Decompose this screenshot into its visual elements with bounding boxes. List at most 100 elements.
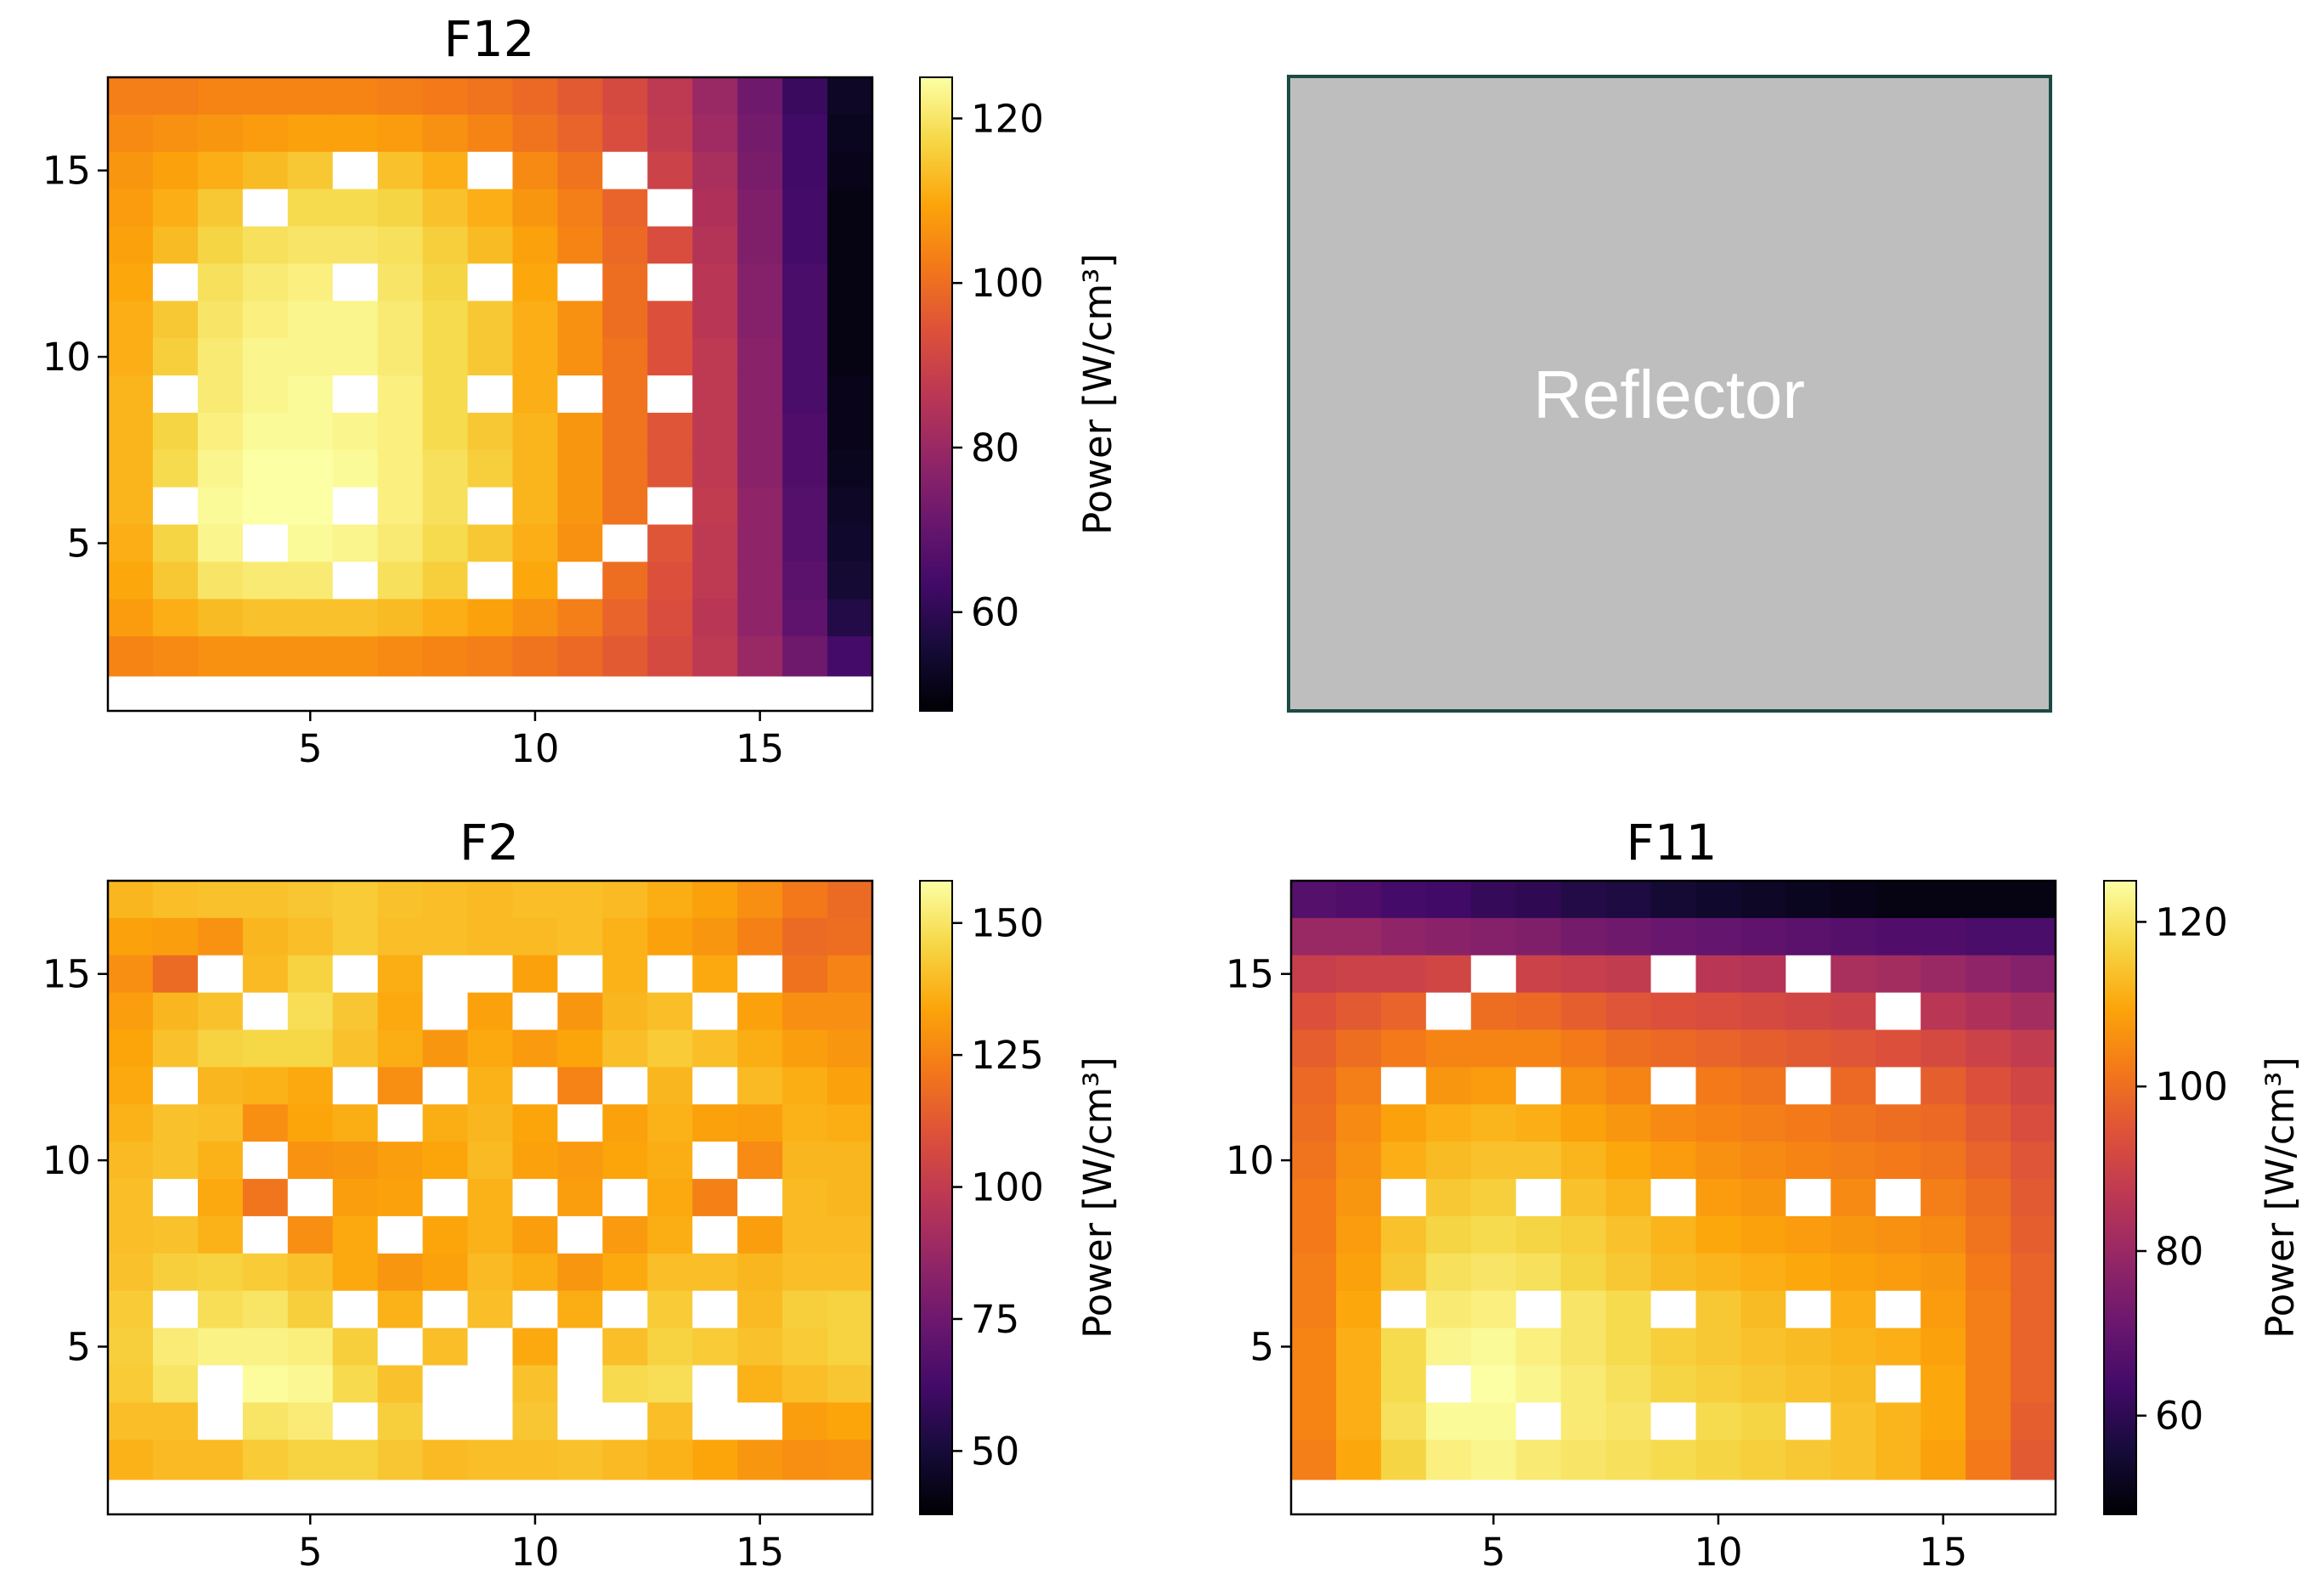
heatmap-cell-empty: [332, 955, 379, 995]
heatmap-cells: [108, 77, 873, 677]
heatmap-cell-empty: [737, 1179, 783, 1220]
heatmap-cell: [557, 1253, 603, 1294]
heatmap-cell: [602, 226, 648, 267]
heatmap-cell: [602, 449, 648, 491]
heatmap-cell: [647, 77, 693, 118]
heatmap-cell: [332, 226, 379, 267]
heatmap-cell: [827, 1440, 873, 1480]
heatmap-cell: [602, 189, 648, 229]
heatmap-cell: [782, 992, 828, 1033]
heatmap-cell: [1650, 992, 1697, 1033]
heatmap-cell: [467, 1179, 514, 1220]
heatmap-cell: [512, 1253, 559, 1294]
heatmap-cell: [692, 114, 738, 155]
heatmap-cell: [2011, 1179, 2056, 1220]
heatmap-cell: [737, 1104, 783, 1145]
heatmap-cell: [1695, 1179, 1742, 1220]
heatmap-cell: [512, 151, 559, 192]
heatmap-cell: [1380, 1440, 1427, 1480]
heatmap-cell: [332, 114, 379, 155]
heatmap-cell: [152, 77, 199, 118]
heatmap-cell: [1291, 1402, 1337, 1443]
heatmap-cell: [512, 226, 559, 267]
heatmap-cell: [1470, 1290, 1517, 1331]
heatmap-cell: [692, 1179, 738, 1220]
x-tick-label: 15: [1919, 1530, 1967, 1575]
colorbar-tick-label: 60: [2155, 1394, 2203, 1439]
heatmap-cell: [377, 226, 424, 267]
heatmap-cell: [692, 1029, 738, 1070]
heatmap-cell: [557, 301, 603, 341]
heatmap-cell: [647, 599, 693, 640]
heatmap-cell: [332, 1253, 379, 1294]
heatmap-cell: [1605, 1402, 1652, 1443]
heatmap-cell: [827, 114, 873, 155]
heatmap-cell: [377, 151, 424, 192]
heatmap-cell: [1695, 1402, 1742, 1443]
heatmap-cell: [1560, 1365, 1607, 1406]
heatmap-cell: [377, 955, 424, 995]
heatmap-cell: [1291, 917, 1337, 959]
heatmap-cell-empty: [332, 487, 379, 527]
heatmap-panel-f11: F11 5 10 15 5 10 15 60 80 100: [1226, 814, 2303, 1575]
heatmap-cell: [1425, 1067, 1472, 1108]
heatmap-cell: [332, 1365, 379, 1406]
heatmap-cell: [467, 1029, 514, 1070]
heatmap-cell: [827, 301, 873, 341]
heatmap-cell: [287, 375, 334, 416]
heatmap-cell: [1425, 917, 1472, 959]
heatmap-cell: [197, 1104, 244, 1145]
heatmap-cell: [737, 449, 783, 491]
heatmap-cell-empty: [1876, 1179, 1921, 1220]
heatmap-cell: [737, 1141, 783, 1182]
heatmap-cell: [692, 881, 738, 922]
heatmap-cell: [1605, 1215, 1652, 1257]
heatmap-cell: [1335, 1067, 1382, 1108]
heatmap-cell: [1830, 1328, 1876, 1368]
heatmap-cell: [557, 917, 603, 959]
heatmap-cell: [108, 1215, 154, 1257]
heatmap-cell: [782, 1215, 828, 1257]
heatmap-cell: [1876, 1328, 1921, 1368]
heatmap-cell: [1380, 917, 1427, 959]
heatmap-cell: [782, 301, 828, 341]
heatmap-cell: [377, 449, 424, 491]
heatmap-cell: [782, 524, 828, 565]
reflector-box: [1287, 75, 2052, 713]
heatmap-cell: [692, 77, 738, 118]
heatmap-cell: [647, 151, 693, 192]
heatmap-cell: [692, 1440, 738, 1480]
heatmap-cell: [1425, 955, 1472, 995]
heatmap-cell: [287, 1029, 334, 1070]
heatmap-cell: [1425, 1104, 1472, 1145]
heatmap-cell: [782, 955, 828, 995]
heatmap-cell: [1380, 955, 1427, 995]
heatmap-cell: [287, 599, 334, 640]
heatmap-cell: [692, 189, 738, 229]
heatmap-cell: [1921, 1215, 1966, 1257]
heatmap-cell: [287, 301, 334, 341]
heatmap-cell: [692, 449, 738, 491]
y-axis-ticks: 5 10 15: [42, 952, 108, 1370]
heatmap-cell: [377, 881, 424, 922]
heatmap-cell: [108, 524, 154, 565]
heatmap-cell: [1876, 1141, 1921, 1182]
heatmap-cell: [332, 189, 379, 229]
heatmap-cell-empty: [1515, 1290, 1562, 1331]
heatmap-cell-empty: [422, 1067, 469, 1108]
heatmap-cell: [197, 524, 244, 565]
heatmap-cell: [1830, 881, 1876, 922]
heatmap-cell: [2011, 1141, 2056, 1182]
heatmap-cell: [152, 1440, 199, 1480]
heatmap-cell: [287, 1215, 334, 1257]
heatmap-cell: [197, 1067, 244, 1108]
reflector-panel: Reflector: [1287, 75, 2052, 713]
heatmap-cell-empty: [1876, 1290, 1921, 1331]
heatmap-cell: [1740, 955, 1786, 995]
heatmap-cell: [287, 992, 334, 1033]
heatmap-cell: [1740, 1104, 1786, 1145]
heatmap-cell: [737, 1215, 783, 1257]
heatmap-cell: [1876, 1104, 1921, 1145]
heatmap-cell: [737, 1365, 783, 1406]
heatmap-cell: [1650, 1104, 1697, 1145]
